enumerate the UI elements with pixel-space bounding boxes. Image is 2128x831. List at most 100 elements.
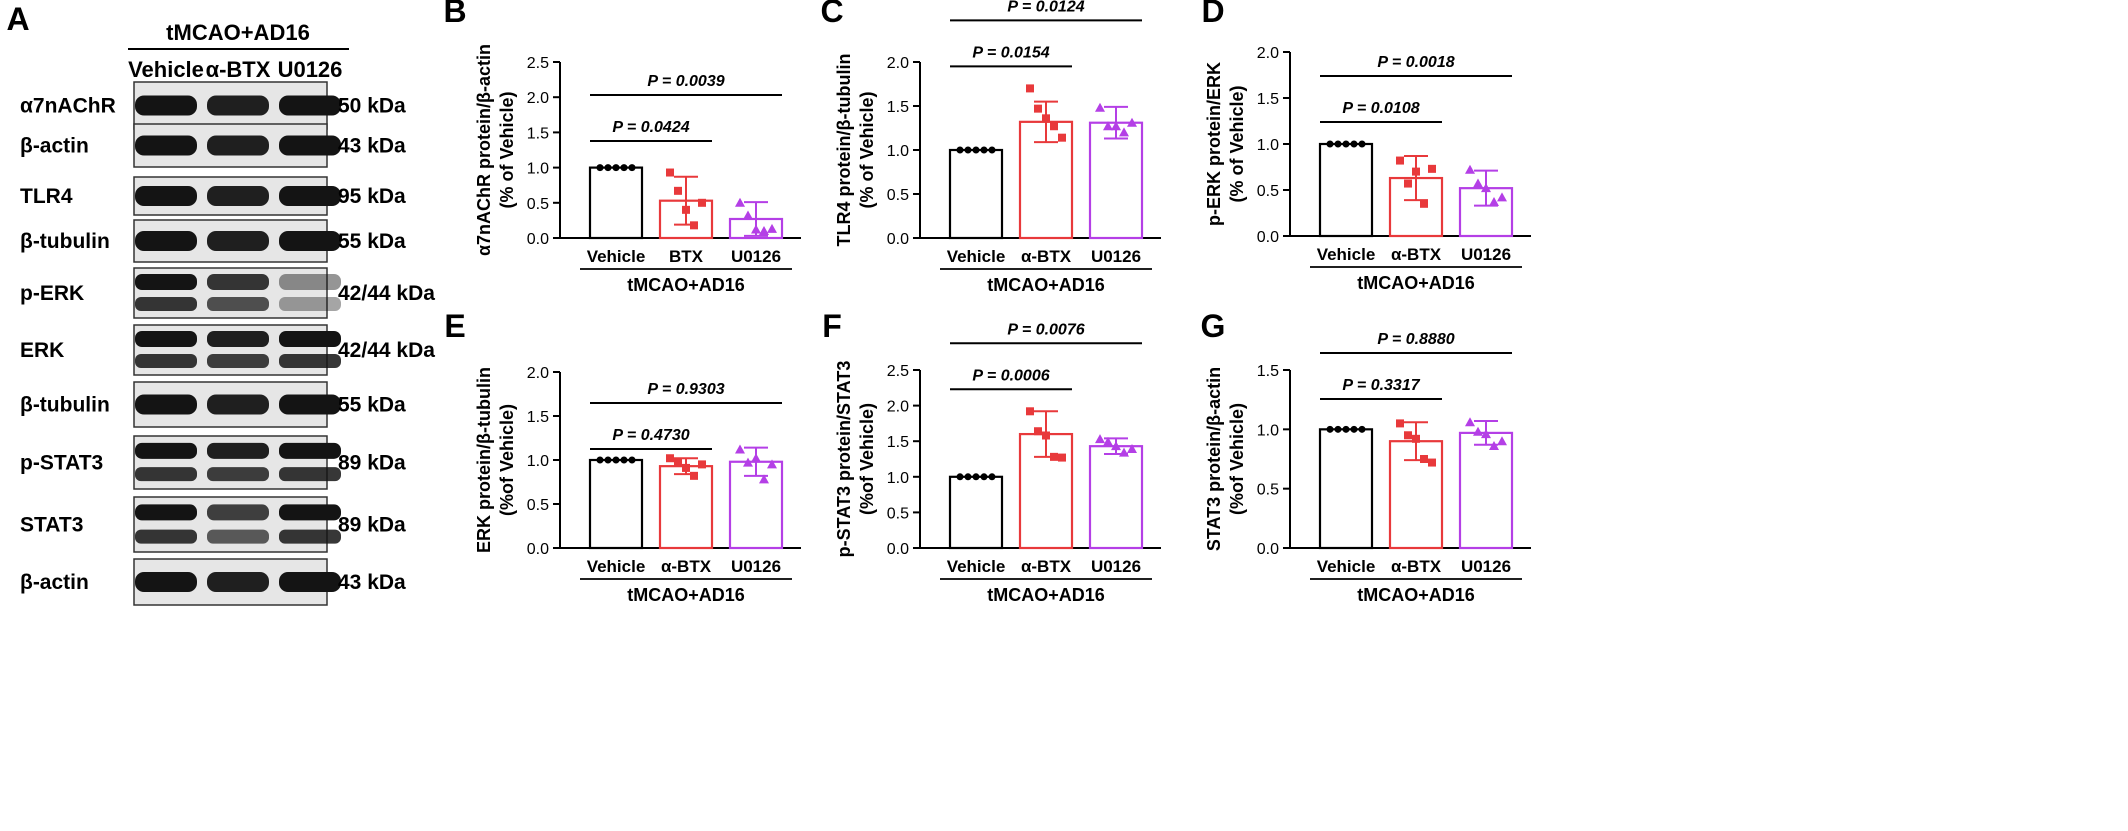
p-value-label: P = 0.0108 — [1342, 100, 1419, 117]
blot-band-upper — [207, 331, 269, 347]
data-point — [1350, 425, 1358, 433]
bar — [1318, 428, 1374, 550]
x-tick-label: U0126 — [731, 557, 781, 576]
data-point — [956, 146, 964, 154]
bar — [1088, 445, 1144, 550]
data-point — [767, 459, 777, 469]
blot-row-pERK: p-ERK 42/44 kDa — [20, 267, 435, 319]
blot-band — [207, 95, 269, 116]
data-point — [682, 205, 690, 214]
blot-band-lower — [207, 529, 269, 544]
data-point — [743, 457, 753, 467]
data-point — [1034, 427, 1042, 436]
blot-band-upper — [279, 442, 341, 459]
blot-protein-label: β-actin — [20, 135, 89, 158]
blot-row-ERK: ERK 42/44 kDa — [20, 324, 435, 376]
data-point — [604, 164, 612, 172]
data-point — [1127, 444, 1137, 454]
blot-band — [135, 231, 197, 251]
blot-condition-label: tMCAO+AD16 — [166, 20, 310, 45]
data-point — [1334, 425, 1342, 433]
blot-band — [207, 135, 269, 156]
blot-size-label: 55 kDa — [338, 230, 406, 253]
data-point — [1350, 140, 1358, 148]
y-tick-label: 1.0 — [887, 143, 909, 160]
blot-size-label: 89 kDa — [338, 514, 406, 537]
blot-size-label: 43 kDa — [338, 571, 406, 594]
y-axis-label-unit: (% of Vehicle) — [497, 91, 517, 208]
p-value-label: P = 0.3317 — [1342, 377, 1420, 394]
p-value-label: P = 0.4730 — [612, 427, 689, 444]
data-point — [628, 456, 636, 464]
blot-band-upper — [207, 274, 269, 290]
x-tick-label: α-BTX — [1391, 557, 1442, 576]
p-value-label: P = 0.0018 — [1377, 54, 1454, 71]
blot-band-lower — [207, 297, 269, 311]
blot-band-lower — [135, 354, 197, 368]
data-point — [1058, 453, 1066, 462]
y-axis-label: STAT3 protein/β-actin — [1204, 367, 1224, 551]
blot-protein-label: ERK — [20, 339, 64, 362]
data-point — [1342, 140, 1350, 148]
blot-size-label: 55 kDa — [338, 394, 406, 417]
blot-band — [279, 572, 341, 592]
blot-row-TLR4: TLR4 95 kDa — [20, 176, 406, 216]
chart-g: G 0.0 0.5 1.0 1.5 STAT3 protein/β-actin (%of V… — [1201, 308, 1531, 605]
x-group-label: tMCAO+AD16 — [627, 275, 745, 295]
blot-band-upper — [279, 274, 341, 290]
p-value-label: P = 0.0039 — [647, 73, 724, 90]
blot-protein-label: β-tubulin — [20, 394, 110, 417]
data-point — [1119, 447, 1129, 457]
data-point — [604, 456, 612, 464]
data-point — [666, 168, 674, 177]
y-tick-label: 1.0 — [527, 453, 549, 470]
y-tick-label: 2.0 — [1257, 45, 1279, 62]
y-tick-label: 1.0 — [527, 161, 549, 178]
y-tick-label: 0.0 — [1257, 229, 1279, 246]
y-tick-label: 2.0 — [527, 365, 549, 382]
y-tick-label: 1.0 — [887, 470, 909, 487]
y-tick-label: 1.5 — [887, 434, 909, 451]
y-tick-label: 1.5 — [1257, 91, 1279, 108]
data-point — [972, 146, 980, 154]
data-point — [698, 198, 706, 207]
y-tick-label: 1.5 — [527, 409, 549, 426]
x-tick-label: Vehicle — [1317, 245, 1376, 264]
blot-row-7nAChR: α7nAChR 50 kDa — [20, 81, 406, 130]
panel-letter-a: A — [6, 1, 29, 37]
data-point — [1111, 441, 1121, 451]
data-point — [743, 210, 753, 220]
blot-band-lower — [207, 467, 269, 482]
data-point — [1050, 122, 1058, 131]
data-point — [596, 456, 604, 464]
bar — [658, 465, 714, 550]
data-point — [666, 454, 674, 463]
data-point — [1058, 133, 1066, 142]
panel-letter: C — [820, 0, 843, 29]
data-point — [735, 197, 745, 207]
blot-protein-label: TLR4 — [20, 185, 73, 208]
p-value-label: P = 0.0124 — [1007, 0, 1084, 15]
blot-lane-label: U0126 — [278, 57, 343, 82]
y-axis-label-unit: (%of Vehicle) — [1227, 403, 1247, 515]
y-tick-label: 0.5 — [887, 505, 909, 522]
blot-protein-label: p-ERK — [20, 282, 84, 305]
x-tick-label: U0126 — [1461, 557, 1511, 576]
data-point — [988, 146, 996, 154]
y-axis-label: TLR4 protein/β-tubulin — [834, 54, 854, 247]
blot-band-upper — [135, 504, 197, 521]
y-tick-label: 2.0 — [887, 55, 909, 72]
x-tick-label: α-BTX — [661, 557, 712, 576]
y-tick-label: 1.5 — [887, 99, 909, 116]
data-point — [1412, 167, 1420, 176]
data-point — [1358, 425, 1366, 433]
bar — [948, 148, 1004, 240]
data-point — [1326, 140, 1334, 148]
p-value-label: P = 0.0154 — [972, 44, 1049, 61]
x-group-label: tMCAO+AD16 — [627, 585, 745, 605]
blot-band-lower — [279, 529, 341, 544]
chart-e: E 0.0 0.5 1.0 1.5 2.0 ERK protein/β-tubulin (%o… — [444, 308, 801, 605]
bar — [1318, 142, 1374, 238]
x-tick-label: Vehicle — [1317, 557, 1376, 576]
